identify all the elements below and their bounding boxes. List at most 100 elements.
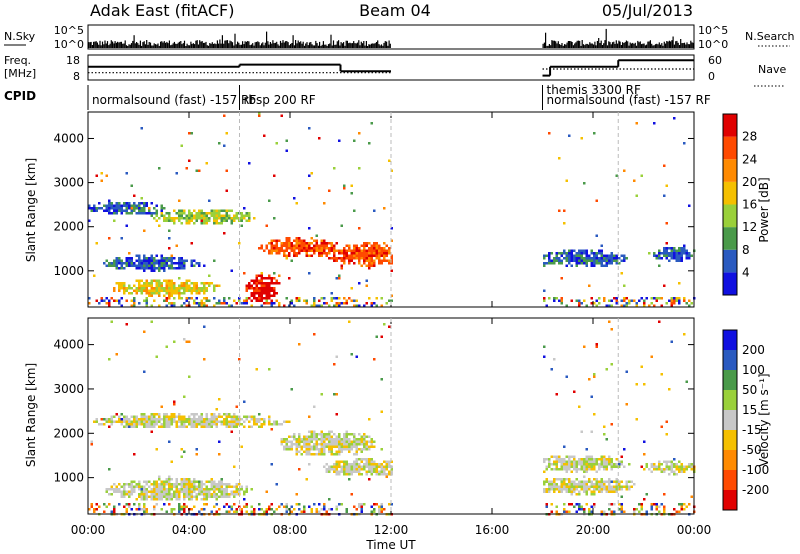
heatmap-cell (160, 498, 163, 501)
heatmap-cell (223, 232, 226, 235)
heatmap-cell (595, 458, 598, 461)
heatmap-cell (608, 485, 611, 488)
heatmap-cell (213, 415, 216, 418)
heatmap-cell (323, 505, 326, 508)
heatmap-cell (145, 302, 148, 305)
heatmap-cell (370, 443, 373, 446)
heatmap-cell (375, 254, 378, 257)
heatmap-cell (663, 460, 666, 463)
heatmap-cell (243, 493, 246, 496)
heatmap-cell (200, 287, 203, 290)
heatmap-cell (673, 463, 676, 466)
heatmap-cell (568, 259, 571, 262)
heatmap-cell (238, 297, 241, 300)
heatmap-cell (570, 460, 573, 463)
heatmap-cell (385, 468, 388, 471)
heatmap-cell (185, 284, 188, 287)
heatmap-cell (165, 425, 168, 428)
heatmap-cell (108, 304, 111, 307)
noise-bar (651, 43, 653, 48)
heatmap-cell (235, 415, 238, 418)
heatmap-cell (345, 468, 348, 471)
heatmap-cell (143, 259, 146, 262)
heatmap-cell (315, 438, 318, 441)
noise-bar (564, 44, 566, 48)
heatmap-cell (565, 485, 568, 488)
heatmap-cell (270, 508, 273, 511)
heatmap-cell (183, 302, 186, 305)
heatmap-cell (243, 272, 246, 275)
heatmap-cell (180, 144, 183, 147)
heatmap-cell (365, 460, 368, 463)
heatmap-cell (303, 239, 306, 242)
heatmap-cell (205, 297, 208, 300)
heatmap-cell (628, 463, 631, 466)
heatmap-cell (680, 252, 683, 255)
heatmap-cell (295, 299, 298, 302)
noise-bar (244, 41, 246, 48)
heatmap-cell (308, 415, 311, 418)
heatmap-cell (140, 415, 143, 418)
heatmap-cell (130, 420, 133, 423)
heatmap-cell (108, 207, 111, 210)
heatmap-cell (178, 510, 181, 513)
heatmap-cell (200, 485, 203, 488)
heatmap-cell (598, 257, 601, 260)
colorbar-swatch (723, 330, 737, 350)
heatmap-cell (155, 262, 158, 265)
heatmap-cell (668, 460, 671, 463)
heatmap-cell (188, 132, 191, 135)
heatmap-cell (340, 264, 343, 267)
heatmap-cell (178, 490, 181, 493)
heatmap-cell (133, 299, 136, 302)
heatmap-cell (185, 480, 188, 483)
heatmap-cell (200, 209, 203, 212)
noise-bar (115, 42, 117, 48)
heatmap-cell (635, 418, 638, 421)
heatmap-cell (163, 485, 166, 488)
heatmap-cell (220, 480, 223, 483)
heatmap-cell (113, 207, 116, 210)
heatmap-cell (115, 353, 118, 356)
heatmap-cell (570, 259, 573, 262)
heatmap-cell (600, 259, 603, 262)
heatmap-cell (353, 440, 356, 443)
heatmap-cell (593, 257, 596, 260)
heatmap-cell (125, 508, 128, 511)
heatmap-cell (603, 299, 606, 302)
heatmap-cell (215, 488, 218, 491)
noise-bar (689, 44, 691, 48)
heatmap-cell (335, 463, 338, 466)
heatmap-cell (548, 483, 551, 486)
heatmap-cell (133, 485, 136, 488)
heatmap-cell (543, 458, 546, 461)
noise-bar (659, 44, 662, 48)
heatmap-cell (385, 475, 388, 478)
heatmap-cell (160, 483, 163, 486)
heatmap-cell (155, 493, 158, 496)
heatmap-cell (195, 217, 198, 220)
heatmap-cell (178, 267, 181, 270)
heatmap-cell (565, 483, 568, 486)
heatmap-cell (593, 413, 596, 416)
heatmap-cell (358, 465, 361, 468)
heatmap-cell (385, 460, 388, 463)
heatmap-cell (190, 282, 193, 285)
heatmap-cell (620, 495, 623, 498)
heatmap-cell (235, 483, 238, 486)
heatmap-cell (580, 463, 583, 466)
heatmap-cell (215, 423, 218, 426)
heatmap-cell (280, 423, 283, 426)
heatmap-cell (105, 420, 108, 423)
heatmap-cell (253, 297, 256, 300)
heatmap-cell (163, 493, 166, 496)
heatmap-cell (375, 297, 378, 300)
heatmap-cell (628, 302, 631, 305)
heatmap-cell (183, 395, 186, 398)
heatmap-cell (595, 254, 598, 257)
heatmap-cell (268, 282, 271, 285)
heatmap-cell (330, 257, 333, 260)
heatmap-cell (593, 375, 596, 378)
heatmap-cell (313, 252, 316, 255)
heatmap-cell (130, 480, 133, 483)
